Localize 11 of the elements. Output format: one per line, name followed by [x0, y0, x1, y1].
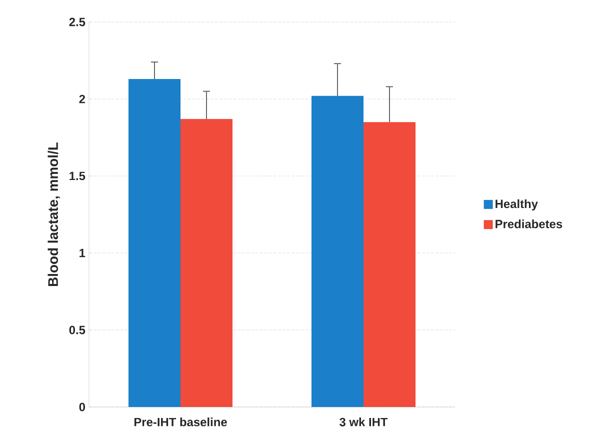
y-tick-label: 2 — [79, 94, 86, 104]
y-tick-label: 0.5 — [69, 326, 86, 334]
y-axis-title: Blood lactate, mmol/L — [48, 142, 60, 286]
y-tick-label: 1.5 — [70, 172, 86, 180]
y-tick-label: 1 — [80, 248, 86, 258]
y-tick-label: 0 — [79, 402, 85, 412]
legend-label: Prediabetes — [496, 220, 562, 228]
legend-label: Healthy — [496, 199, 538, 210]
y-tick-label: 2.5 — [69, 18, 86, 26]
x-tick-label: 3 wk IHT — [340, 418, 388, 426]
x-tick-label: Pre-IHT baseline — [134, 418, 227, 426]
